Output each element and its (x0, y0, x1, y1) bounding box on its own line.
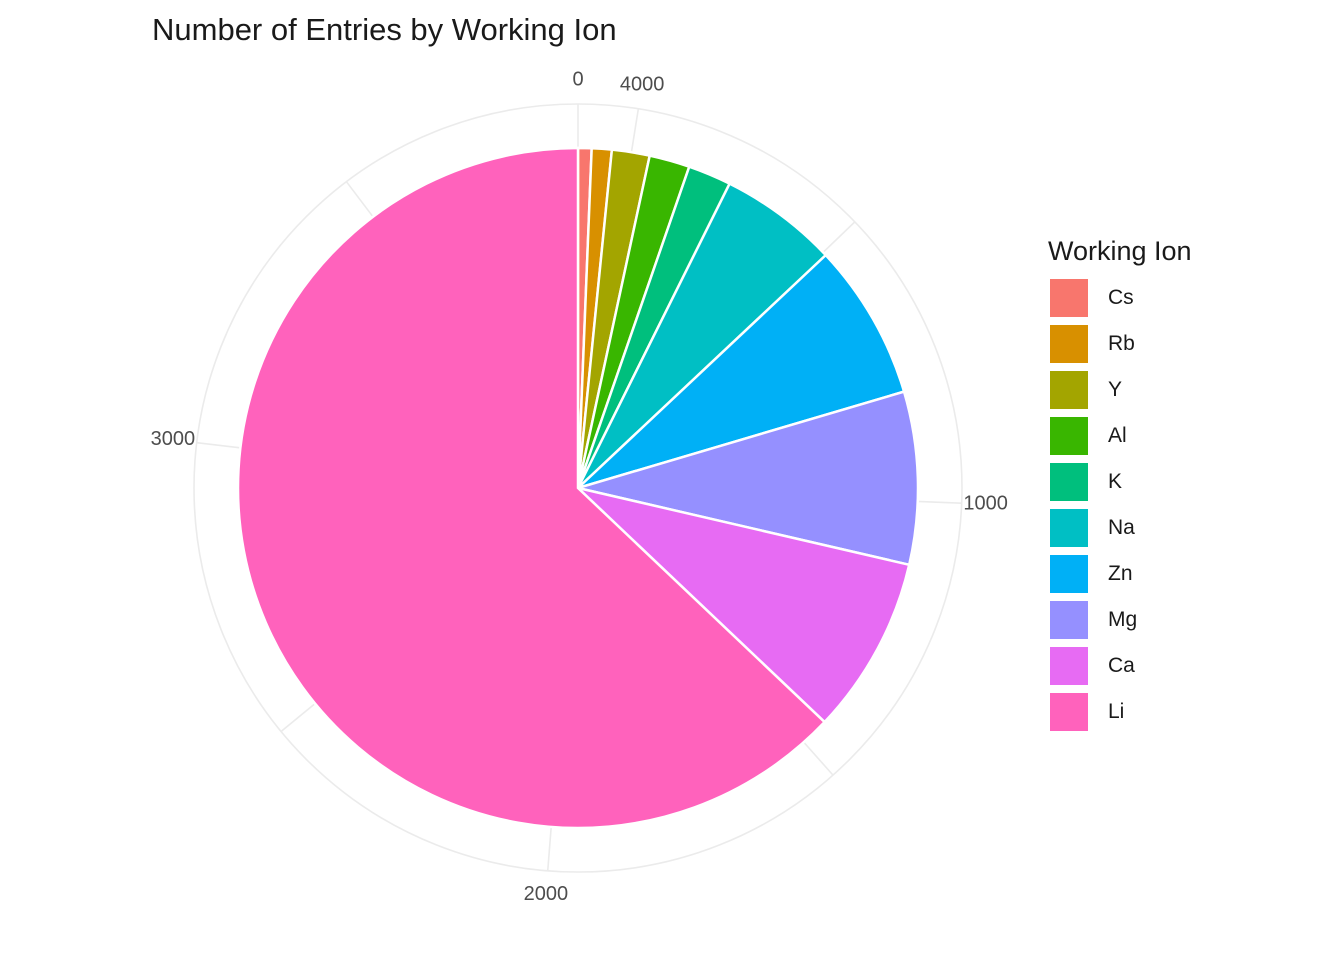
legend-item-y: Y (1048, 367, 1192, 413)
angle-tick-label: 3000 (151, 428, 196, 450)
legend-swatch (1048, 323, 1090, 365)
legend-item-mg: Mg (1048, 597, 1192, 643)
legend-item-rb: Rb (1048, 321, 1192, 367)
legend-swatch (1048, 461, 1090, 503)
legend-label: Mg (1108, 608, 1138, 631)
pie-slice-zn (577, 253, 906, 490)
legend-label: Ca (1108, 654, 1135, 677)
legend-swatch (1048, 277, 1090, 319)
pie-slice-ca (573, 485, 911, 724)
legend-label: Rb (1108, 332, 1135, 355)
legend-label: Na (1108, 516, 1135, 539)
legend-label: K (1108, 470, 1123, 493)
legend-label: Li (1108, 700, 1125, 723)
legend-swatch (1048, 599, 1090, 641)
angle-tick-label: 2000 (524, 883, 569, 905)
angle-tick-label: 1000 (963, 492, 1008, 514)
legend-label: Y (1108, 378, 1123, 401)
chart-title: Number of Entries by Working Ion (152, 12, 617, 47)
legend-item-na: Na (1048, 505, 1192, 551)
pie-slice-li (236, 146, 827, 830)
legend-swatch (1048, 553, 1090, 595)
legend-swatch (1048, 691, 1090, 733)
legend-swatch (1048, 415, 1090, 457)
legend-items: Cs Rb Y Al K Na Zn Mg Ca Li (1048, 275, 1192, 735)
pie-slices (236, 146, 920, 830)
legend-item-zn: Zn (1048, 551, 1192, 597)
legend-label: Cs (1108, 286, 1134, 309)
legend-item-k: K (1048, 459, 1192, 505)
legend-swatch (1048, 369, 1090, 411)
legend-swatch (1048, 645, 1090, 687)
legend-swatch (1048, 507, 1090, 549)
legend-item-ca: Ca (1048, 643, 1192, 689)
legend-label: Al (1108, 424, 1127, 447)
legend-item-al: Al (1048, 413, 1192, 459)
angle-tick-label: 4000 (620, 73, 665, 95)
pie-slice-mg (573, 390, 920, 567)
angle-tick-labels: 0 1000 2000 3000 4000 (151, 68, 1008, 905)
angle-tick-label: 0 (572, 68, 583, 90)
legend-title: Working Ion (1048, 236, 1192, 266)
legend: Working Ion Cs Rb Y Al K Na Zn Mg Ca Li (1048, 236, 1192, 735)
legend-item-cs: Cs (1048, 275, 1192, 321)
legend-item-li: Li (1048, 689, 1192, 735)
legend-label: Zn (1108, 562, 1133, 585)
